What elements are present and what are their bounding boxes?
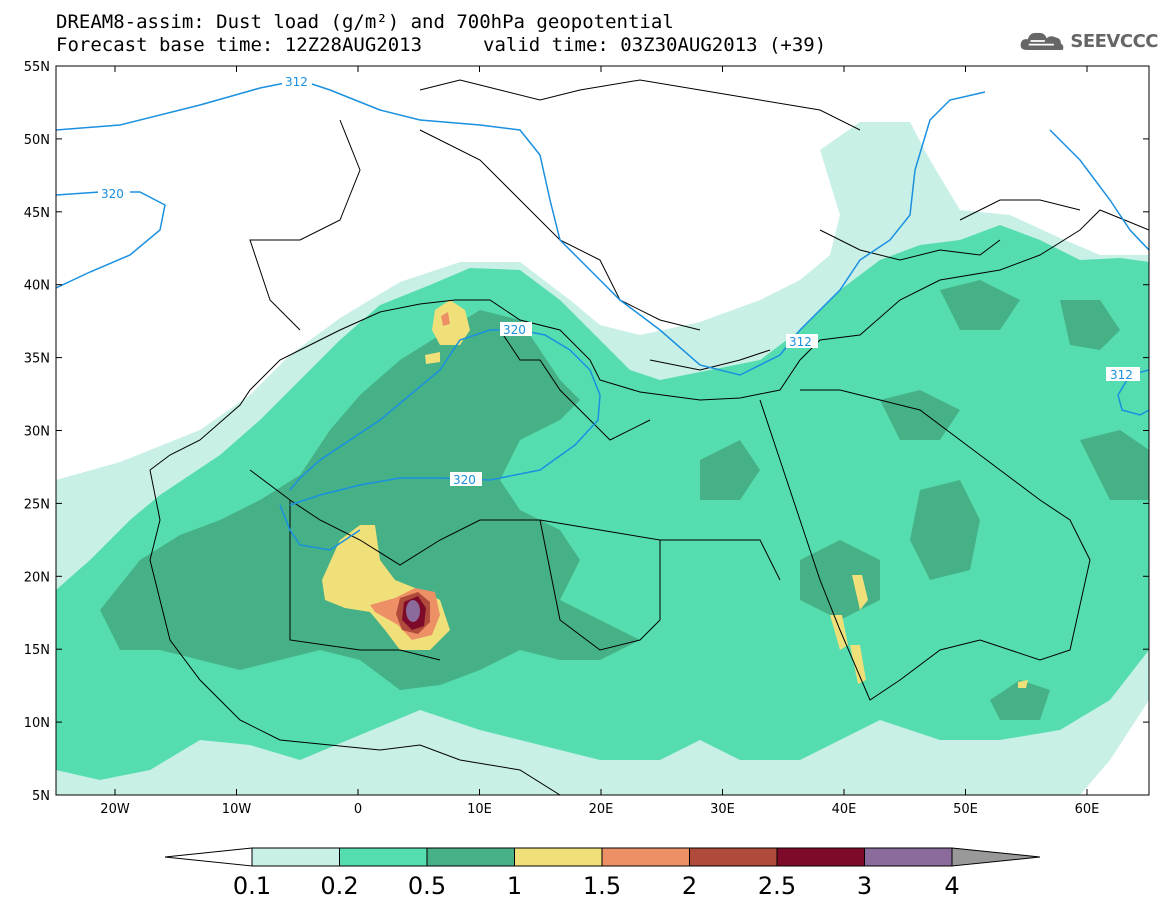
coastlines — [149, 79, 1149, 795]
lon-label: 0 — [354, 802, 362, 817]
lat-label: 45N — [24, 206, 50, 221]
lat-label: 30N — [24, 425, 50, 440]
lat-label: 25N — [24, 497, 50, 512]
logo-text: SEEVCCC — [1070, 30, 1158, 52]
colorbar-low-arrow — [164, 847, 253, 867]
lon-label: 20W — [100, 802, 130, 817]
lat-label: 50N — [24, 133, 50, 148]
colorbar-label: 2.5 — [757, 872, 797, 900]
lat-label: 55N — [24, 60, 50, 75]
map-title: DREAM8-assim: Dust load (g/m²) and 700hP… — [56, 11, 674, 33]
geopotential-contours — [56, 79, 1149, 551]
lon-label: 50E — [953, 802, 978, 817]
lat-label: 40N — [24, 279, 50, 294]
lon-label: 10E — [467, 802, 492, 817]
colorbar-label: 1.5 — [582, 872, 622, 900]
lon-label: 10W — [222, 802, 252, 817]
contour-label: 320 — [101, 187, 124, 201]
contour-label: 320 — [503, 323, 526, 337]
lon-label: 30E — [710, 802, 735, 817]
seevccc-logo: SEEVCCC — [1018, 26, 1158, 56]
forecast-base-time: Forecast base time: 12Z28AUG2013 — [56, 34, 423, 56]
lat-label: 20N — [24, 570, 50, 585]
colorbar-swatch — [689, 847, 778, 867]
colorbar-swatch — [339, 847, 428, 867]
colorbar-swatch — [776, 847, 865, 867]
colorbar-high-arrow — [951, 847, 1041, 867]
lon-label: 60E — [1075, 802, 1100, 817]
colorbar — [164, 847, 1041, 867]
lat-label: 5N — [32, 789, 50, 804]
colorbar-swatch — [601, 847, 690, 867]
colorbar-swatch — [426, 847, 515, 867]
colorbar-label: 0.1 — [232, 872, 272, 900]
colorbar-label: 2 — [681, 872, 698, 900]
cloud-icon — [1020, 32, 1064, 50]
contour-label: 312 — [285, 75, 308, 89]
colorbar-label: 0.2 — [320, 872, 359, 900]
dust-area-3 — [406, 600, 420, 622]
colorbar-swatch — [864, 847, 953, 867]
lon-label: 20E — [589, 802, 614, 817]
lat-label: 35N — [24, 352, 50, 367]
contour-label: 312 — [789, 335, 812, 349]
colorbar-label: 4 — [944, 872, 960, 900]
contour-label: 320 — [453, 473, 476, 487]
colorbar-label: 3 — [856, 872, 873, 900]
lat-label: 10N — [24, 716, 50, 731]
colorbar-label: 0.5 — [407, 872, 447, 900]
colorbar-swatch — [514, 847, 603, 867]
colorbar-swatch — [251, 847, 340, 867]
colorbar-label: 1 — [506, 872, 523, 900]
lat-label: 15N — [24, 643, 50, 658]
contour-label: 312 — [1110, 368, 1133, 382]
valid-time: valid time: 03Z30AUG2013 (+39) — [483, 34, 827, 56]
lon-label: 40E — [832, 802, 857, 817]
